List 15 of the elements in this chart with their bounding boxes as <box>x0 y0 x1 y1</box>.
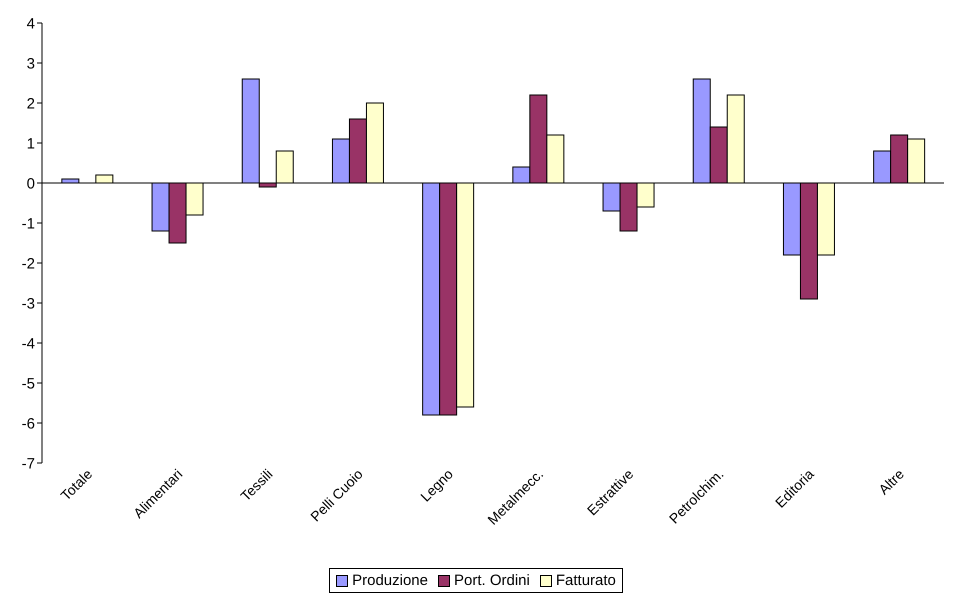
y-tick-label: -1 <box>22 215 35 232</box>
legend-label: Produzione <box>351 572 428 589</box>
y-tick-label: 1 <box>26 135 35 152</box>
y-tick-label: -3 <box>22 295 35 312</box>
y-tick-label: 3 <box>26 55 35 72</box>
y-tick-label: -7 <box>22 455 35 472</box>
y-tick-label: 2 <box>26 95 35 112</box>
legend-label: Fatturato <box>554 572 616 589</box>
y-tick-label: -2 <box>22 255 35 272</box>
legend-label: Port. Ordini <box>453 572 530 589</box>
y-tick-label: -6 <box>22 415 35 432</box>
y-tick-label: 4 <box>26 15 35 32</box>
y-tick-label: 0 <box>26 175 35 192</box>
y-tick-label: -5 <box>22 375 35 392</box>
y-tick-label: -4 <box>22 335 35 352</box>
